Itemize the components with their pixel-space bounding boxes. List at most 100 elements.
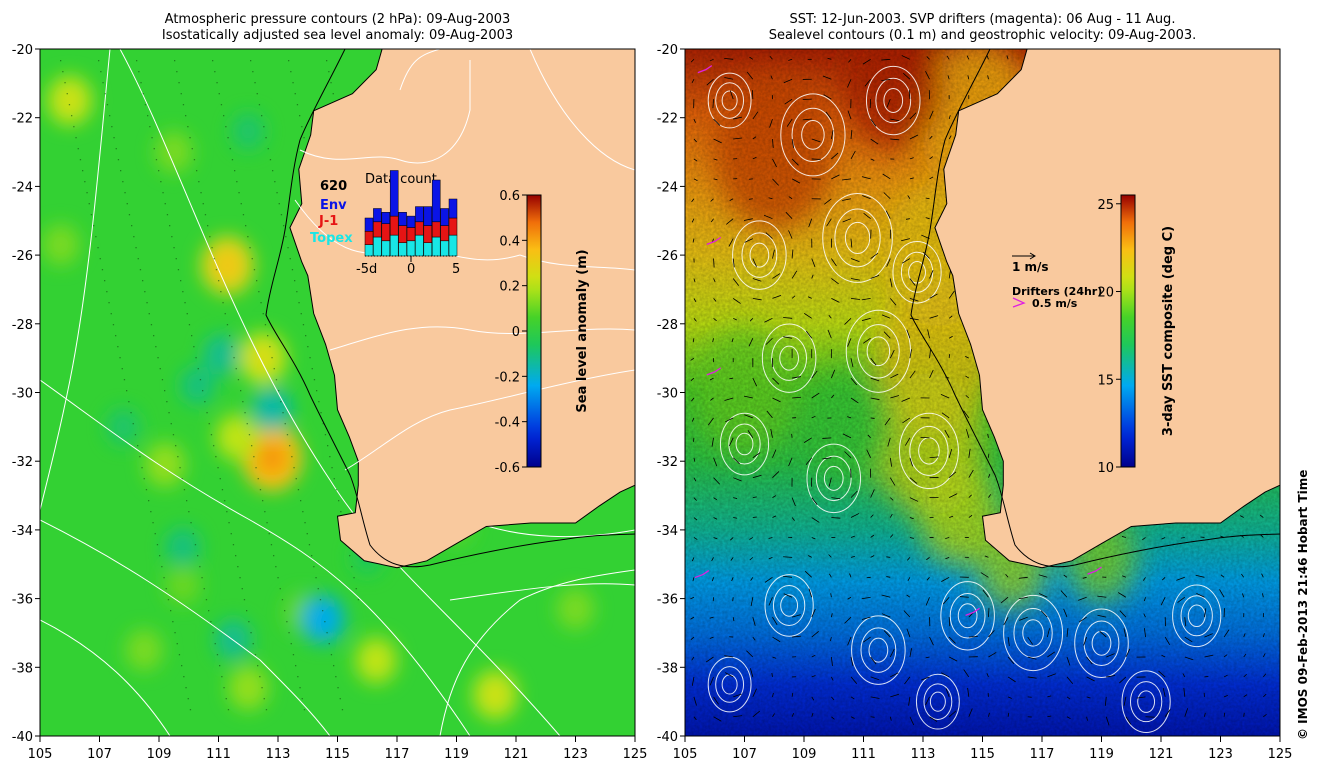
velocity-arrow: [791, 692, 794, 697]
velocity-arrow: [890, 138, 900, 141]
track-dot: [202, 203, 204, 205]
track-dot: [170, 610, 172, 612]
velocity-arrow: [1219, 589, 1225, 598]
velocity-arrow: [988, 652, 997, 658]
velocity-arrow: [791, 295, 796, 299]
track-dot: [126, 203, 128, 205]
velocity-arrow: [830, 130, 834, 140]
track-dot: [121, 368, 123, 370]
velocity-arrow: [732, 298, 741, 304]
velocity-arrow: [1204, 608, 1207, 618]
track-dot: [253, 269, 256, 271]
velocity-arrow: [901, 55, 911, 60]
velocity-arrow: [1005, 573, 1009, 578]
velocity-arrow: [1204, 712, 1206, 717]
velocity-arrow: [906, 628, 911, 638]
track-dot: [216, 654, 219, 656]
data-count-inset: Data count 620 Env J-1 Topex -5d 0 5: [310, 170, 460, 277]
velocity-arrow: [728, 238, 734, 247]
track-dot: [212, 632, 214, 634]
velocity-arrow: [827, 57, 832, 60]
velocity-arrow: [850, 656, 854, 666]
sst-colorbar-fill: [1120, 194, 1136, 468]
track-dot: [151, 137, 153, 139]
velocity-arrow: [984, 555, 989, 558]
velocity-arrow: [730, 537, 734, 541]
velocity-arrow: [1243, 694, 1248, 698]
velocity-arrow: [1119, 610, 1127, 618]
velocity-arrow: [1006, 55, 1009, 60]
velocity-arrow: [831, 298, 840, 303]
track-dot: [198, 181, 200, 183]
sla-anomaly-core: [257, 441, 288, 475]
colorbar-tick-label: 10: [1097, 461, 1114, 476]
track-dot: [263, 698, 265, 700]
x-tick-label: 123: [1208, 747, 1233, 762]
track-dot: [188, 324, 191, 326]
sla-anomaly-blob: [252, 387, 293, 432]
velocity-arrow: [861, 596, 871, 600]
track-dot: [307, 346, 309, 348]
velocity-arrow: [988, 712, 990, 717]
track-dot: [261, 687, 263, 689]
track-dot: [268, 533, 270, 535]
track-dot: [271, 357, 273, 359]
velocity-arrow: [831, 517, 841, 519]
track-dot: [236, 181, 238, 183]
track-dot: [259, 489, 262, 491]
track-dot: [239, 577, 241, 579]
track-dot: [166, 214, 169, 216]
velocity-arrow: [904, 676, 911, 685]
velocity-arrow: [909, 278, 916, 286]
x-tick-label: 107: [732, 747, 757, 762]
velocity-arrow: [772, 616, 778, 626]
track-dot: [66, 93, 68, 95]
inset-bar-topex: [389, 234, 399, 257]
x-tick-label: 105: [28, 747, 53, 762]
track-dot: [130, 412, 132, 414]
track-dot: [221, 676, 223, 678]
velocity-arrow: [925, 217, 930, 220]
track-dot: [164, 203, 166, 205]
velocity-arrow: [690, 59, 695, 63]
sealevel-contour: [865, 65, 921, 136]
track-dot: [222, 302, 224, 304]
inset-bar-env: [373, 208, 382, 223]
inset-bar-j1: [381, 223, 391, 242]
track-dot: [270, 544, 273, 546]
track-dot: [250, 60, 252, 62]
y-tick-label: -40: [12, 730, 33, 745]
track-dot: [224, 500, 226, 502]
velocity-arrow: [1047, 673, 1056, 678]
track-dot: [317, 588, 319, 590]
sealevel-contour: [1137, 690, 1156, 713]
continental-shelf-isobath: [910, 49, 1280, 568]
velocity-arrow: [768, 597, 773, 606]
velocity-arrow: [693, 158, 698, 162]
velocity-arrow: [883, 331, 891, 339]
track-dot: [357, 599, 360, 601]
velocity-arrow: [811, 517, 820, 523]
velocity-arrow: [889, 349, 895, 359]
velocity-arrow: [968, 469, 974, 478]
velocity-arrow: [811, 415, 816, 419]
velocity-arrow: [862, 195, 871, 200]
track-dot: [259, 676, 261, 678]
velocity-arrow: [1223, 712, 1226, 717]
track-dot: [159, 368, 161, 370]
velocity-arrow: [691, 397, 695, 402]
velocity-arrow: [925, 597, 930, 606]
velocity-arrow: [783, 575, 793, 578]
track-dot: [335, 489, 338, 491]
velocity-arrow: [1204, 675, 1209, 678]
velocity-arrow: [830, 613, 833, 618]
sealevel-contour: [1074, 608, 1129, 678]
inset-x-label-start: -5d: [356, 262, 377, 277]
left-title-line-2: Isostatically adjusted sea level anomaly…: [161, 28, 514, 43]
track-dot: [215, 456, 217, 458]
velocity-arrow: [907, 577, 911, 581]
sealevel-contour: [732, 220, 787, 290]
track-dot: [335, 676, 337, 678]
sealevel-contour: [780, 594, 799, 617]
track-dot: [209, 236, 211, 238]
